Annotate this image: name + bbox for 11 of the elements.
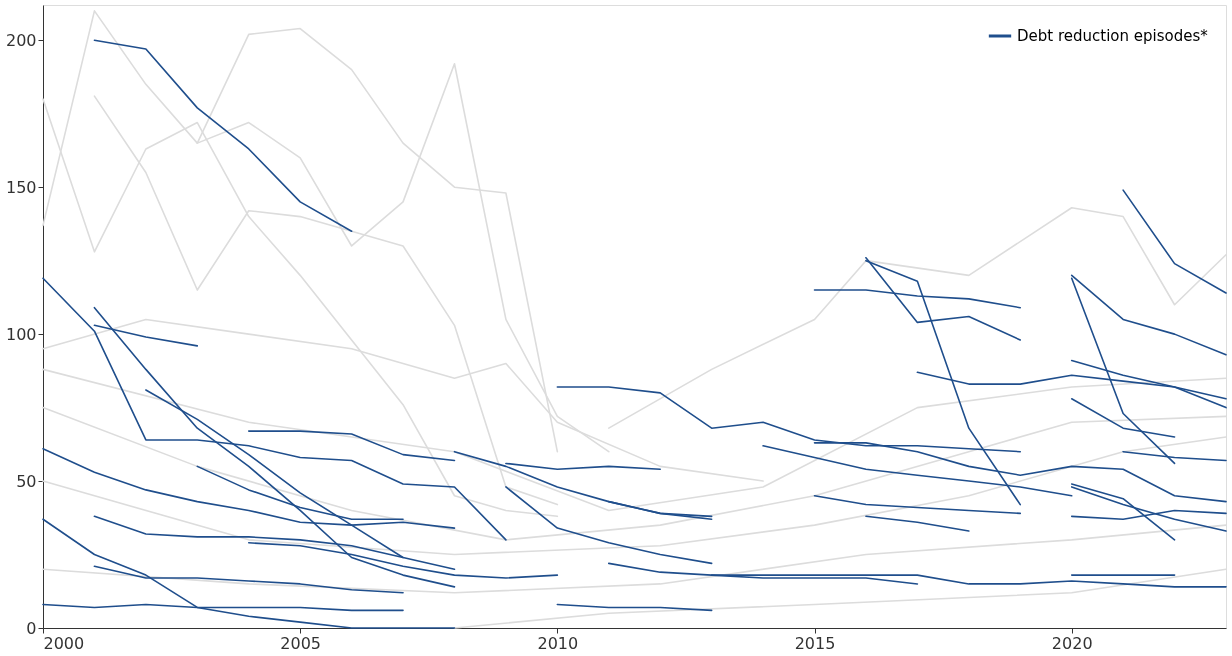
x-tick-label: 2000 bbox=[43, 633, 85, 653]
x-tick-label: 2015 bbox=[794, 633, 836, 653]
y-tick-label: 150 bbox=[5, 177, 37, 197]
y-tick-label: 0 bbox=[26, 618, 37, 638]
x-tick-label: 2005 bbox=[280, 633, 322, 653]
y-tick-label: 100 bbox=[5, 324, 37, 344]
x-tick-label: 2010 bbox=[537, 633, 579, 653]
x-tick-label: 2020 bbox=[1051, 633, 1093, 653]
y-tick-label: 200 bbox=[5, 30, 37, 50]
legend-label: Debt reduction episodes* bbox=[1017, 27, 1209, 45]
y-tick-label: 50 bbox=[16, 471, 37, 491]
